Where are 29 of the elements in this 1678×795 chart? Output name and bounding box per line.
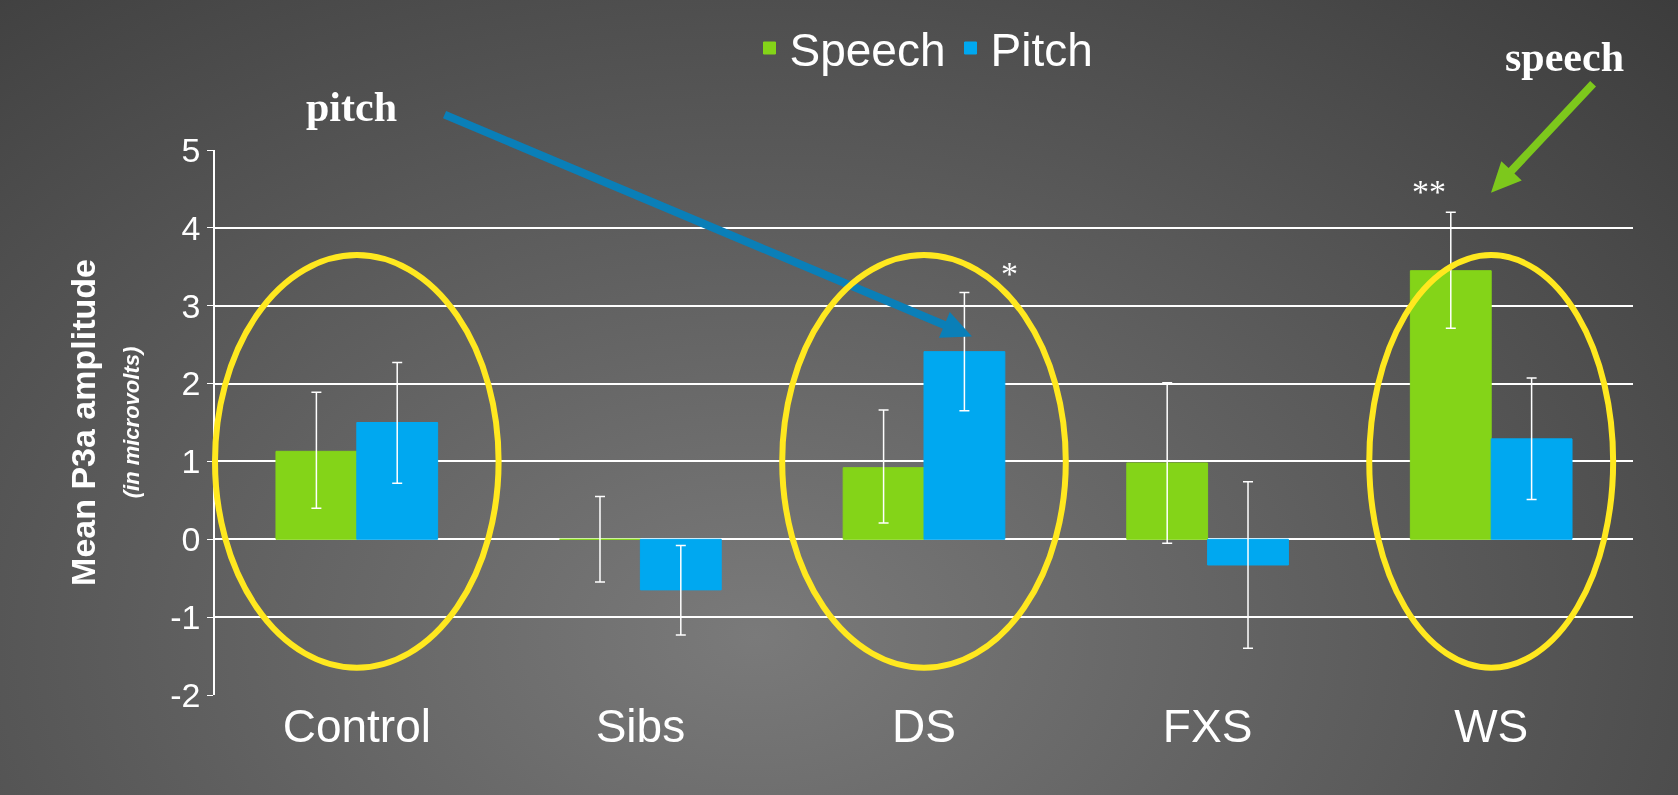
bar xyxy=(1490,438,1573,540)
bar xyxy=(356,422,439,540)
y-tick-label: 4 xyxy=(181,208,201,247)
bar xyxy=(842,467,925,540)
y-tick-label: -2 xyxy=(170,675,201,714)
bar xyxy=(1409,270,1492,540)
y-tick-label: 0 xyxy=(181,520,201,559)
y-axis-title: Mean P3a amplitude (in microvolts) xyxy=(64,259,145,586)
text: pitch xyxy=(306,84,398,130)
bar xyxy=(1126,462,1209,540)
bar xyxy=(275,450,358,540)
legend-label: Pitch xyxy=(990,23,1093,76)
y-tick-label: -1 xyxy=(170,598,201,637)
x-tick-label: WS xyxy=(1454,700,1529,752)
y-tick-label: 3 xyxy=(181,286,201,325)
legend-label: Speech xyxy=(789,23,946,76)
text: speech xyxy=(1505,34,1624,80)
x-tick-label: FXS xyxy=(1162,700,1253,752)
y-tick-label: 1 xyxy=(181,442,201,481)
annotation: ** xyxy=(1412,173,1446,210)
bar xyxy=(1207,538,1289,566)
y-tick-label: 5 xyxy=(181,130,201,169)
x-tick-label: Sibs xyxy=(595,700,686,752)
x-tick-label: Control xyxy=(282,700,431,752)
bar xyxy=(923,351,1006,540)
x-tick-label: DS xyxy=(892,700,956,752)
annotation: * xyxy=(1001,255,1018,292)
y-tick-label: 2 xyxy=(181,364,201,403)
bar xyxy=(639,538,722,591)
